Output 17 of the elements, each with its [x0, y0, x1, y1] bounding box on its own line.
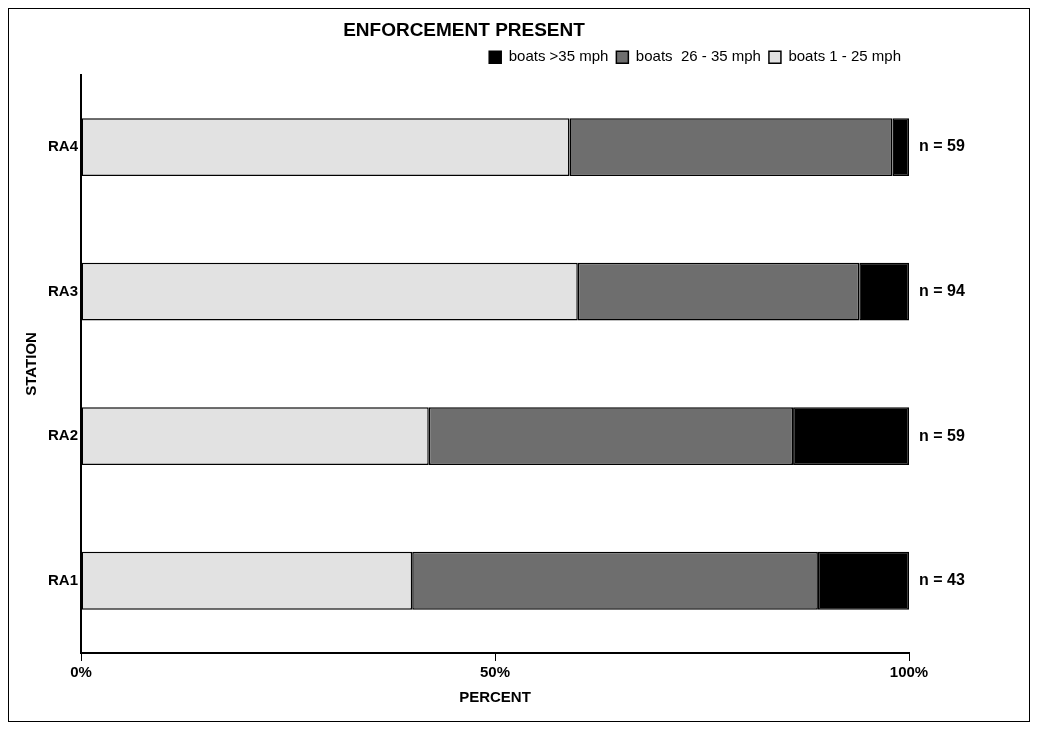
- y-tick-label: RA3: [47, 281, 79, 299]
- chart-title: ENFORCEMENT PRESENT: [343, 18, 586, 40]
- x-axis-title: PERCENT: [459, 688, 531, 706]
- legend-label: boats 1 - 25 mph: [788, 47, 902, 65]
- x-tick-label: 100%: [889, 663, 929, 681]
- y-axis-title: STATION: [22, 332, 40, 396]
- y-tick-label: RA2: [47, 426, 79, 444]
- text: n = 59: [919, 137, 965, 155]
- y-tick-label: RA4: [47, 137, 79, 155]
- x-tick-label: 0%: [70, 663, 92, 681]
- legend-label: boats >35 mph: [508, 47, 609, 65]
- text: n = 94: [919, 282, 965, 300]
- text: n = 59: [919, 426, 965, 444]
- x-tick-label: 50%: [479, 663, 511, 681]
- y-tick-label: RA1: [47, 570, 79, 588]
- text: n = 43: [919, 571, 965, 589]
- legend-label: boats 26 - 35 mph: [635, 47, 761, 65]
